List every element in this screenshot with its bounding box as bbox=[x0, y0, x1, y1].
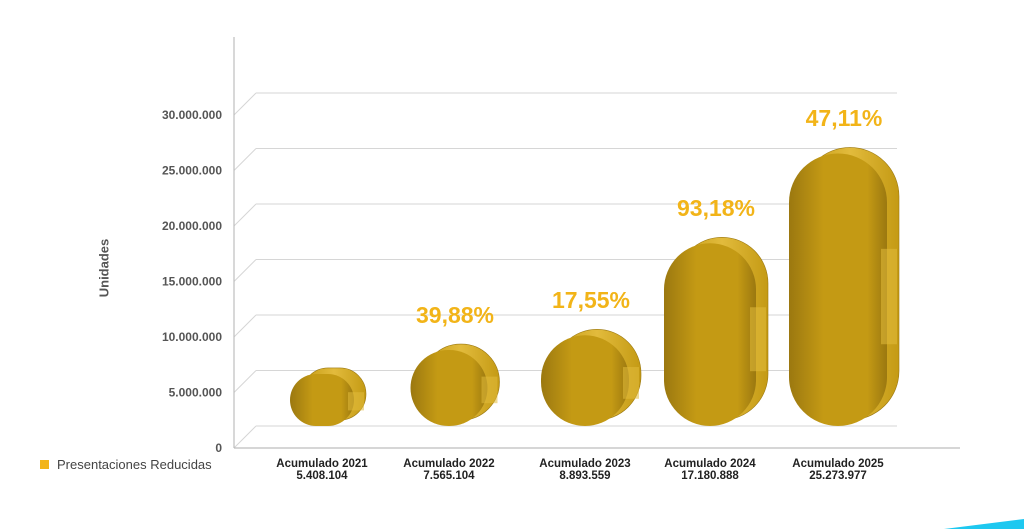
category-name: Acumulado 2024 bbox=[664, 458, 756, 470]
bar-highlight bbox=[881, 248, 897, 345]
category-value: 25.273.977 bbox=[809, 470, 867, 482]
bar-front bbox=[541, 335, 629, 426]
bar-highlight bbox=[750, 307, 766, 372]
x-tick-label: Acumulado 2023 8.893.559 bbox=[520, 458, 650, 482]
corner-accent bbox=[944, 519, 1024, 529]
bar-highlight bbox=[348, 392, 364, 411]
bar-highlight bbox=[481, 376, 498, 404]
growth-label: 17,55% bbox=[551, 287, 630, 314]
category-name: Acumulado 2025 bbox=[792, 458, 884, 470]
y-tick-label: 10.000.000 bbox=[162, 330, 222, 344]
bar-highlight bbox=[623, 367, 639, 399]
gridline-diagonal bbox=[233, 203, 257, 227]
growth-label: 47,11% bbox=[805, 105, 883, 132]
category-value: 5.408.104 bbox=[296, 470, 348, 482]
x-tick-label: Acumulado 2021 5.408.104 bbox=[257, 458, 387, 482]
category-value: 7.565.104 bbox=[423, 470, 475, 482]
x-tick-label: Acumulado 2024 17.180.888 bbox=[645, 458, 775, 482]
y-axis-label: Unidades bbox=[96, 238, 112, 298]
gridline-diagonal bbox=[233, 370, 257, 393]
legend: Presentaciones Reducidas bbox=[40, 457, 212, 472]
category-name: Acumulado 2023 bbox=[539, 458, 631, 470]
y-tick-label: 0 bbox=[215, 441, 222, 455]
category-name: Acumulado 2021 bbox=[276, 458, 368, 470]
x-tick-label: Acumulado 2022 7.565.104 bbox=[384, 458, 514, 482]
bar-front bbox=[664, 243, 756, 426]
growth-label: 39,88% bbox=[415, 302, 494, 329]
bar-front bbox=[290, 373, 354, 426]
category-value: 17.180.888 bbox=[681, 470, 739, 482]
bar bbox=[410, 343, 500, 426]
bar bbox=[290, 367, 367, 426]
bar bbox=[541, 328, 642, 426]
y-tick-label: 25.000.000 bbox=[162, 164, 222, 178]
gridline-diagonal bbox=[233, 259, 257, 282]
y-tick-label: 20.000.000 bbox=[162, 219, 222, 233]
x-tick-label: Acumulado 2025 25.273.977 bbox=[773, 458, 903, 482]
category-name: Acumulado 2022 bbox=[403, 458, 495, 470]
growth-label: 93,18% bbox=[676, 195, 755, 222]
gridline-diagonal bbox=[233, 314, 257, 338]
gridline-diagonal bbox=[233, 148, 257, 171]
bar bbox=[664, 236, 769, 426]
category-value: 8.893.559 bbox=[559, 470, 611, 482]
bar bbox=[789, 147, 900, 426]
legend-label: Presentaciones Reducidas bbox=[57, 457, 212, 472]
legend-swatch bbox=[40, 460, 49, 469]
gridline-diagonal bbox=[233, 425, 257, 449]
bar-front bbox=[410, 350, 488, 426]
y-tick-label: 5.000.000 bbox=[169, 386, 223, 400]
bar-front bbox=[789, 153, 887, 426]
y-tick-label: 15.000.000 bbox=[162, 275, 222, 289]
y-tick-label: 30.000.000 bbox=[162, 108, 222, 122]
gridline-diagonal bbox=[233, 92, 257, 116]
